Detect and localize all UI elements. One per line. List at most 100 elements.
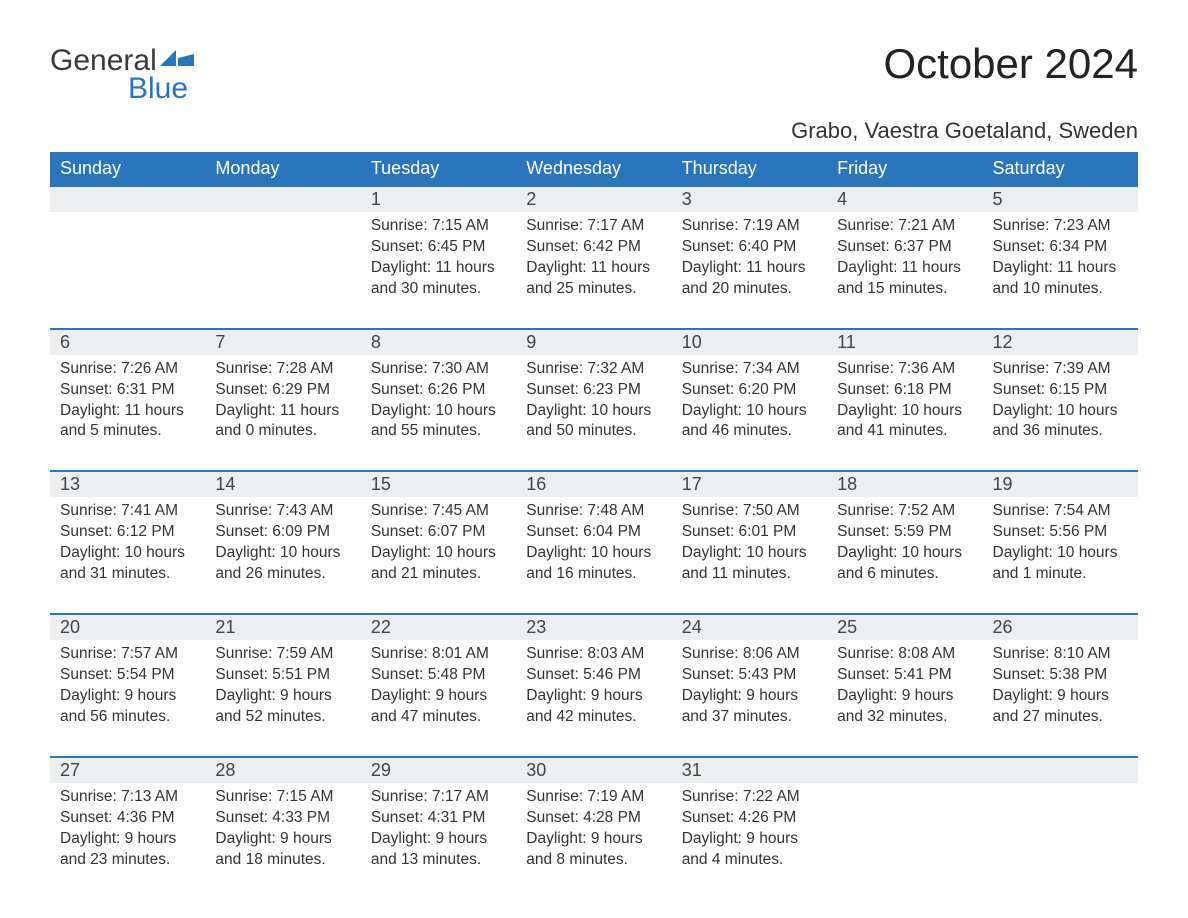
daylight-text: Daylight: 9 hours <box>215 686 350 707</box>
daylight-text: Daylight: 11 hours <box>993 258 1128 279</box>
day-number-cell: 17 <box>672 471 827 497</box>
daylight-text: Daylight: 10 hours <box>682 543 817 564</box>
day-data-row: Sunrise: 7:57 AMSunset: 5:54 PMDaylight:… <box>50 640 1138 757</box>
daylight-text: Daylight: 10 hours <box>993 543 1128 564</box>
daylight-text: Daylight: 10 hours <box>60 543 195 564</box>
sunrise-text: Sunrise: 7:26 AM <box>60 359 195 380</box>
weekday-header-row: Sunday Monday Tuesday Wednesday Thursday… <box>50 152 1138 186</box>
day-data-cell: Sunrise: 8:10 AMSunset: 5:38 PMDaylight:… <box>983 640 1138 757</box>
sunset-text: Sunset: 4:33 PM <box>215 808 350 829</box>
day-number-cell: 3 <box>672 186 827 212</box>
day-number-cell: 25 <box>827 614 982 640</box>
daylight-text: Daylight: 10 hours <box>371 401 506 422</box>
day-number-cell: 30 <box>516 757 671 783</box>
daylight-text: Daylight: 10 hours <box>837 543 972 564</box>
day-data-cell: Sunrise: 7:19 AMSunset: 6:40 PMDaylight:… <box>672 212 827 329</box>
sunrise-text: Sunrise: 8:08 AM <box>837 644 972 665</box>
weekday-header: Saturday <box>983 152 1138 186</box>
daylight-text: and 4 minutes. <box>682 850 817 871</box>
sunset-text: Sunset: 6:45 PM <box>371 237 506 258</box>
day-number-cell: 7 <box>205 329 360 355</box>
day-number-cell: 11 <box>827 329 982 355</box>
daylight-text: Daylight: 9 hours <box>993 686 1128 707</box>
sunset-text: Sunset: 5:59 PM <box>837 522 972 543</box>
sunrise-text: Sunrise: 7:54 AM <box>993 501 1128 522</box>
day-number-row: 6789101112 <box>50 329 1138 355</box>
daylight-text: and 42 minutes. <box>526 707 661 728</box>
day-data-cell: Sunrise: 7:17 AMSunset: 6:42 PMDaylight:… <box>516 212 671 329</box>
sunrise-text: Sunrise: 7:39 AM <box>993 359 1128 380</box>
day-number-row: 12345 <box>50 186 1138 212</box>
day-number-cell: 24 <box>672 614 827 640</box>
daylight-text: Daylight: 11 hours <box>60 401 195 422</box>
day-data-cell: Sunrise: 7:19 AMSunset: 4:28 PMDaylight:… <box>516 783 671 899</box>
daylight-text: Daylight: 9 hours <box>215 829 350 850</box>
calendar-table: Sunday Monday Tuesday Wednesday Thursday… <box>50 152 1138 898</box>
sunset-text: Sunset: 6:34 PM <box>993 237 1128 258</box>
sunrise-text: Sunrise: 7:15 AM <box>215 787 350 808</box>
day-data-cell: Sunrise: 7:52 AMSunset: 5:59 PMDaylight:… <box>827 497 982 614</box>
daylight-text: Daylight: 9 hours <box>837 686 972 707</box>
sunset-text: Sunset: 6:15 PM <box>993 380 1128 401</box>
sunrise-text: Sunrise: 7:23 AM <box>993 216 1128 237</box>
sunset-text: Sunset: 5:48 PM <box>371 665 506 686</box>
sunrise-text: Sunrise: 7:50 AM <box>682 501 817 522</box>
day-number-cell: 14 <box>205 471 360 497</box>
sunrise-text: Sunrise: 7:34 AM <box>682 359 817 380</box>
daylight-text: Daylight: 9 hours <box>682 686 817 707</box>
sunset-text: Sunset: 5:41 PM <box>837 665 972 686</box>
brand-flag-icon <box>160 40 194 74</box>
sunset-text: Sunset: 6:12 PM <box>60 522 195 543</box>
day-data-cell: Sunrise: 7:15 AMSunset: 6:45 PMDaylight:… <box>361 212 516 329</box>
day-data-cell <box>50 212 205 329</box>
day-number-cell: 12 <box>983 329 1138 355</box>
sunset-text: Sunset: 6:26 PM <box>371 380 506 401</box>
day-data-cell: Sunrise: 7:34 AMSunset: 6:20 PMDaylight:… <box>672 355 827 472</box>
weekday-header: Thursday <box>672 152 827 186</box>
sunset-text: Sunset: 5:43 PM <box>682 665 817 686</box>
day-data-row: Sunrise: 7:13 AMSunset: 4:36 PMDaylight:… <box>50 783 1138 899</box>
daylight-text: and 55 minutes. <box>371 421 506 442</box>
daylight-text: and 47 minutes. <box>371 707 506 728</box>
day-number-cell: 6 <box>50 329 205 355</box>
day-number-cell: 9 <box>516 329 671 355</box>
day-number-cell <box>983 757 1138 783</box>
sunset-text: Sunset: 6:42 PM <box>526 237 661 258</box>
daylight-text: Daylight: 10 hours <box>371 543 506 564</box>
sunset-text: Sunset: 6:40 PM <box>682 237 817 258</box>
day-number-cell: 28 <box>205 757 360 783</box>
day-number-cell: 18 <box>827 471 982 497</box>
day-data-cell: Sunrise: 7:17 AMSunset: 4:31 PMDaylight:… <box>361 783 516 899</box>
page-title: October 2024 <box>883 40 1138 88</box>
day-data-cell: Sunrise: 7:32 AMSunset: 6:23 PMDaylight:… <box>516 355 671 472</box>
daylight-text: Daylight: 10 hours <box>526 543 661 564</box>
daylight-text: Daylight: 10 hours <box>837 401 972 422</box>
day-data-cell: Sunrise: 7:41 AMSunset: 6:12 PMDaylight:… <box>50 497 205 614</box>
daylight-text: Daylight: 10 hours <box>993 401 1128 422</box>
daylight-text: and 31 minutes. <box>60 564 195 585</box>
day-data-cell: Sunrise: 7:36 AMSunset: 6:18 PMDaylight:… <box>827 355 982 472</box>
daylight-text: and 30 minutes. <box>371 279 506 300</box>
day-data-row: Sunrise: 7:15 AMSunset: 6:45 PMDaylight:… <box>50 212 1138 329</box>
daylight-text: Daylight: 9 hours <box>371 829 506 850</box>
day-number-cell: 15 <box>361 471 516 497</box>
day-number-row: 13141516171819 <box>50 471 1138 497</box>
sunset-text: Sunset: 6:23 PM <box>526 380 661 401</box>
day-number-cell: 5 <box>983 186 1138 212</box>
sunrise-text: Sunrise: 7:30 AM <box>371 359 506 380</box>
daylight-text: Daylight: 11 hours <box>682 258 817 279</box>
sunrise-text: Sunrise: 8:10 AM <box>993 644 1128 665</box>
brand-word-2: Blue <box>128 72 194 106</box>
daylight-text: and 15 minutes. <box>837 279 972 300</box>
day-data-row: Sunrise: 7:41 AMSunset: 6:12 PMDaylight:… <box>50 497 1138 614</box>
sunrise-text: Sunrise: 8:06 AM <box>682 644 817 665</box>
sunrise-text: Sunrise: 7:43 AM <box>215 501 350 522</box>
day-number-cell: 21 <box>205 614 360 640</box>
day-data-cell: Sunrise: 7:59 AMSunset: 5:51 PMDaylight:… <box>205 640 360 757</box>
sunset-text: Sunset: 4:28 PM <box>526 808 661 829</box>
sunset-text: Sunset: 6:01 PM <box>682 522 817 543</box>
daylight-text: and 56 minutes. <box>60 707 195 728</box>
daylight-text: and 18 minutes. <box>215 850 350 871</box>
sunrise-text: Sunrise: 7:32 AM <box>526 359 661 380</box>
sunrise-text: Sunrise: 7:17 AM <box>371 787 506 808</box>
